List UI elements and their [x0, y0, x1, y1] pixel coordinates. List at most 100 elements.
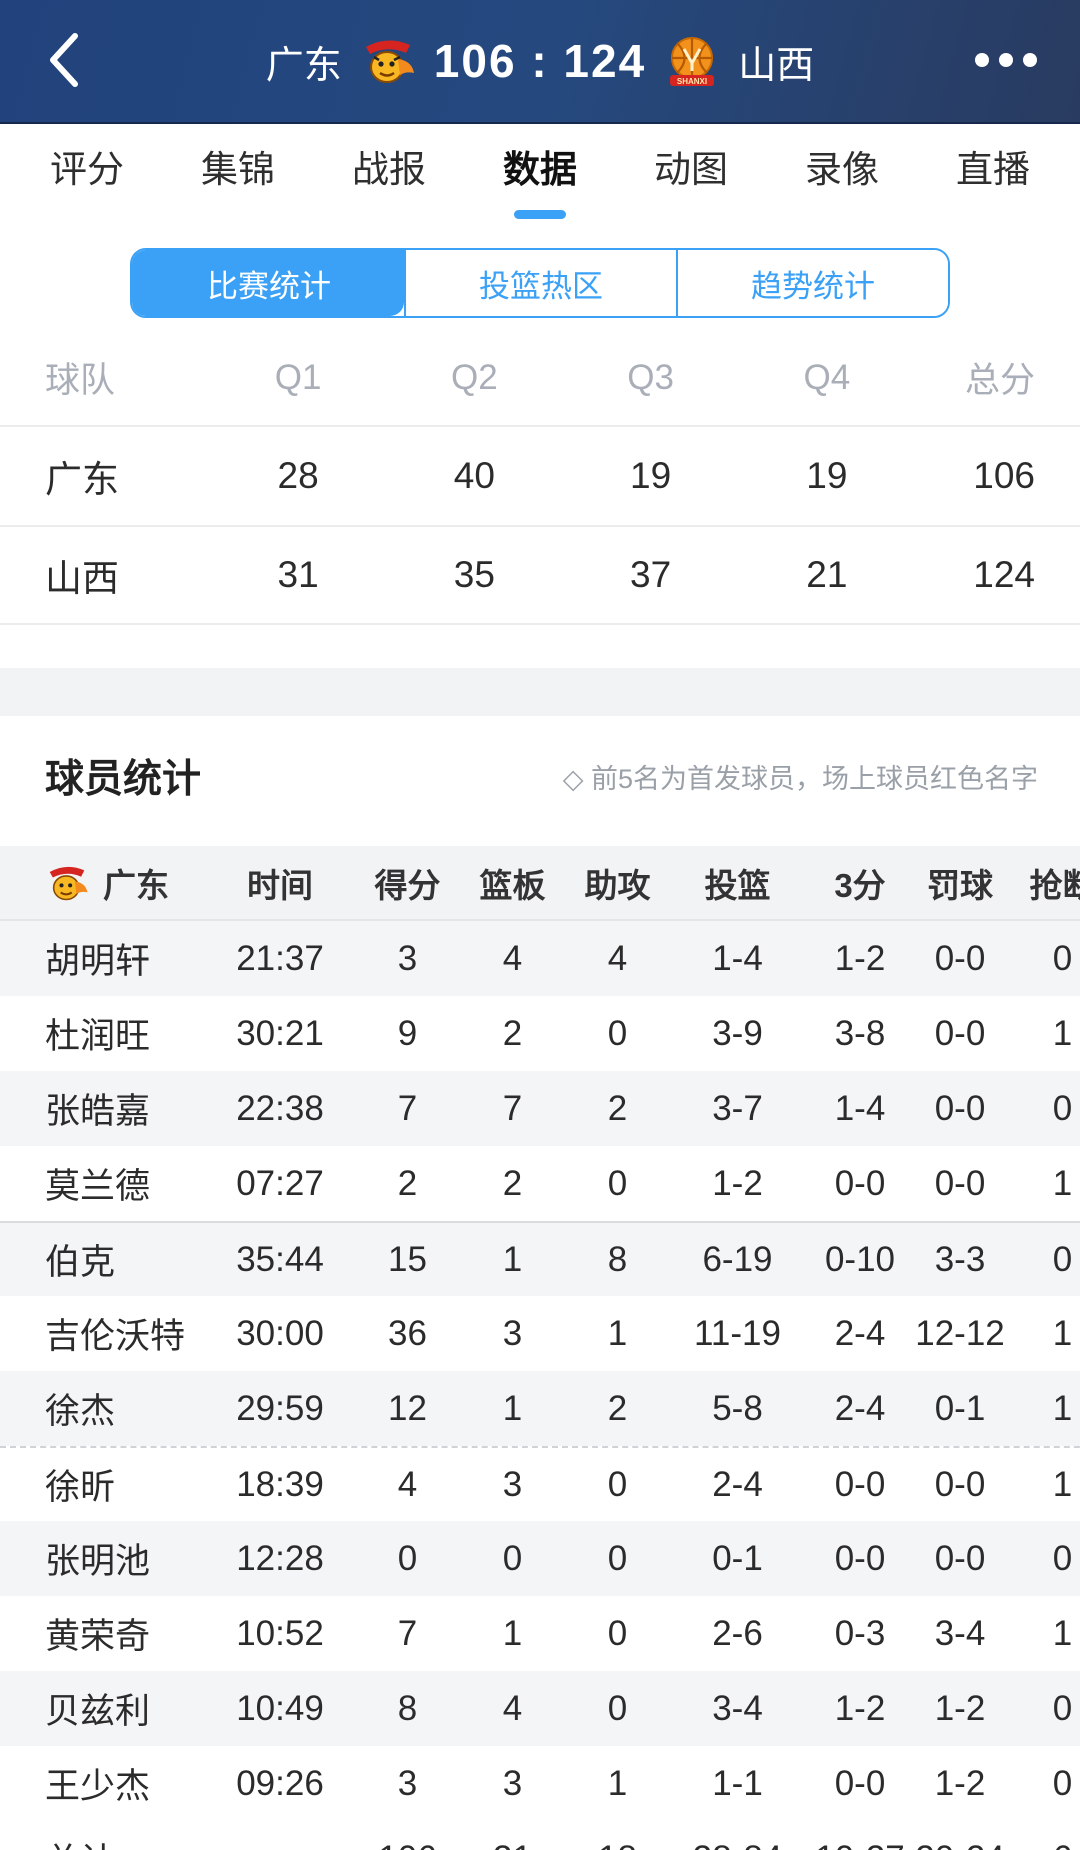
minutes-played: 10:52	[236, 1613, 324, 1653]
player-name[interactable]: 伯克	[45, 1243, 116, 1282]
assists: 0	[607, 1163, 628, 1203]
main-tab[interactable]: 评分	[48, 121, 126, 219]
q4-score: 19	[806, 455, 848, 496]
player-name[interactable]: 张皓嘉	[45, 1092, 151, 1131]
points: 2	[397, 1163, 418, 1203]
points: 3	[397, 938, 418, 978]
steals: 1	[1052, 1464, 1073, 1504]
rebounds: 3	[502, 1313, 523, 1353]
team-header-cell: 广东	[0, 859, 205, 907]
total-score: 106	[973, 455, 1035, 496]
free-throws: 3-3	[934, 1239, 986, 1279]
points: 36	[388, 1313, 427, 1353]
rebounds: 3	[502, 1763, 523, 1803]
section-divider	[0, 668, 1080, 716]
totals-label: 总计	[0, 1833, 205, 1850]
three-points: 3-8	[834, 1013, 886, 1053]
col-three-points: 3分	[834, 866, 886, 904]
field-goals: 2-4	[712, 1464, 763, 1504]
player-row: 贝兹利 10:49 8 4 0 3-4 1-2 1-2 0	[0, 1671, 1080, 1746]
steals: 0	[1052, 938, 1073, 978]
starters-note: ◇ 前5名为首发球员，场上球员红色名字	[562, 763, 1038, 794]
three-points: 0-0	[834, 1538, 886, 1578]
q4-score: 21	[806, 554, 848, 595]
player-row: 黄荣奇 10:52 7 1 0 2-6 0-3 3-4 1	[0, 1596, 1080, 1671]
main-tab-label: 战报	[352, 149, 426, 190]
stats-sub-tab[interactable]: 趋势统计	[676, 250, 948, 316]
free-throws: 12-12	[915, 1313, 1005, 1353]
points: 8	[397, 1688, 418, 1728]
main-tab[interactable]: 动图	[652, 121, 730, 219]
player-row: 徐杰 29:59 12 1 2 5-8 2-4 0-1 1	[0, 1371, 1080, 1446]
totals-free-throws: 20-24	[915, 1839, 1005, 1850]
shanxi-loongs-logo-icon: SHANXI	[670, 37, 715, 86]
col-field-goals: 投篮	[704, 866, 771, 904]
total-score: 124	[973, 554, 1035, 595]
player-name[interactable]: 杜润旺	[45, 1017, 151, 1056]
home-team-name: 广东	[265, 44, 342, 87]
player-row: 徐昕 18:39 4 3 0 2-4 0-0 0-0 1	[0, 1446, 1080, 1521]
assists: 2	[607, 1388, 628, 1428]
player-name[interactable]: 黄荣奇	[45, 1617, 151, 1656]
col-steals: 抢断	[1029, 866, 1080, 904]
player-name[interactable]: 徐昕	[45, 1468, 116, 1507]
player-name[interactable]: 王少杰	[45, 1767, 151, 1806]
team-label: 广东	[103, 866, 169, 904]
main-tab[interactable]: 战报	[350, 121, 428, 219]
player-name[interactable]: 莫兰德	[45, 1167, 151, 1206]
main-tab[interactable]: 集锦	[199, 121, 277, 219]
rebounds: 2	[502, 1163, 523, 1203]
rebounds: 3	[502, 1464, 523, 1504]
main-tab-label: 录像	[805, 149, 879, 190]
totals-rebounds: 31	[460, 1839, 565, 1850]
field-goals: 6-19	[702, 1239, 773, 1279]
away-team-name: 山西	[738, 44, 815, 87]
more-options-button[interactable]	[966, 34, 1046, 86]
player-name[interactable]: 徐杰	[45, 1392, 116, 1431]
player-name[interactable]: 胡明轩	[45, 942, 151, 981]
points: 9	[397, 1013, 418, 1053]
totals-assists: 18	[565, 1839, 670, 1850]
player-row: 张皓嘉 22:38 7 7 2 3-7 1-4 0-0 0	[0, 1071, 1080, 1146]
minutes-played: 21:37	[236, 938, 324, 978]
three-points: 1-4	[834, 1088, 886, 1128]
main-tab[interactable]: 录像	[803, 121, 881, 219]
free-throws: 0-0	[934, 1163, 986, 1203]
player-name[interactable]: 贝兹利	[45, 1692, 151, 1731]
stats-sub-tab[interactable]: 投篮热区	[404, 250, 676, 316]
minutes-played: 29:59	[236, 1388, 324, 1428]
stats-sub-tab[interactable]: 比赛统计	[132, 250, 404, 316]
player-row: 王少杰 09:26 3 3 1 1-1 0-0 1-2 0	[0, 1746, 1080, 1821]
field-goals: 5-8	[712, 1388, 763, 1428]
assists: 0	[607, 1688, 628, 1728]
steals: 1	[1052, 1388, 1073, 1428]
main-tab-label: 直播	[956, 149, 1030, 190]
assists: 0	[607, 1464, 628, 1504]
stats-sub-tab-label: 趋势统计	[751, 268, 875, 304]
main-tab[interactable]: 直播	[954, 121, 1032, 219]
players-section-header: 球员统计 ◇ 前5名为首发球员，场上球员红色名字	[0, 716, 1080, 832]
player-table-body: 胡明轩 21:37 3 4 4 1-4 1-2 0-0 0 杜润旺 30:21 …	[0, 921, 1080, 1821]
player-row: 杜润旺 30:21 9 2 0 3-9 3-8 0-0 1	[0, 996, 1080, 1071]
three-points: 0-0	[834, 1464, 886, 1504]
q1-score: 28	[277, 455, 319, 496]
main-tab-label: 集锦	[201, 149, 275, 190]
rebounds: 1	[502, 1388, 523, 1428]
rebounds: 4	[502, 938, 523, 978]
points: 7	[397, 1088, 418, 1128]
minutes-played: 35:44	[236, 1239, 324, 1279]
col-team: 球队	[45, 361, 116, 400]
steals: 0	[1052, 1088, 1073, 1128]
player-row: 吉伦沃特 30:00 36 3 1 11-19 2-4 12-12 1	[0, 1296, 1080, 1371]
main-tab[interactable]: 数据	[501, 121, 579, 219]
player-name[interactable]: 张明池	[45, 1542, 151, 1581]
steals: 0	[1052, 1239, 1073, 1279]
match-header: 广东 106 : 124 SHANXI 山西	[0, 0, 1080, 124]
back-button[interactable]	[34, 30, 94, 90]
player-name[interactable]: 吉伦沃特	[45, 1317, 186, 1356]
player-row: 伯克 35:44 15 1 8 6-19 0-10 3-3 0	[0, 1221, 1080, 1296]
minutes-played: 18:39	[236, 1464, 324, 1504]
three-points: 2-4	[834, 1388, 886, 1428]
col-assists: 助攻	[584, 866, 651, 904]
svg-text:SHANXI: SHANXI	[677, 77, 707, 86]
